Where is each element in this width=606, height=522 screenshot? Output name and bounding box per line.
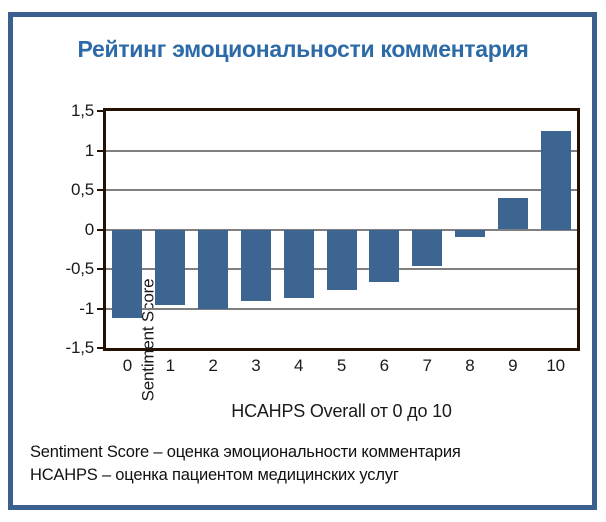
bar-category-2 <box>198 229 229 309</box>
gridline <box>106 149 577 152</box>
y-axis-tick <box>97 189 103 191</box>
x-tick-label: 4 <box>294 356 304 375</box>
bar-category-4 <box>283 229 314 299</box>
x-tick-label: 10 <box>546 356 565 375</box>
x-tick-label: 1 <box>165 356 175 375</box>
y-axis-tick <box>97 149 103 152</box>
panel-border-frame <box>8 12 597 510</box>
x-tick-label: 0 <box>122 356 133 375</box>
x-tick-label: 5 <box>336 356 347 375</box>
y-tick-label: -0,5 <box>65 259 95 278</box>
bar-category-3 <box>240 229 271 301</box>
y-tick-label: -1 <box>79 298 94 318</box>
bar-category-8 <box>454 229 485 238</box>
y-axis-tick <box>97 110 103 112</box>
x-tick-label: 7 <box>422 356 432 375</box>
gridline <box>106 307 577 310</box>
x-tick-label: 6 <box>379 356 389 375</box>
footnote-hcahps: HCAHPS – оценка пациентом медицинских ус… <box>30 465 399 484</box>
y-tick-label: 1 <box>84 140 94 160</box>
x-tick-label: 9 <box>508 356 518 375</box>
bar-category-1 <box>155 229 186 306</box>
x-tick-label: 2 <box>208 356 218 375</box>
y-tick-label: 1,5 <box>70 101 94 120</box>
chart-title: Рейтинг эмоциональности комментария <box>77 36 529 62</box>
footnotes: Sentiment Score – оценка эмоциональности… <box>30 441 590 486</box>
y-tick-label: -1,5 <box>65 338 95 357</box>
bar-category-5 <box>326 229 357 290</box>
bar-category-10 <box>540 130 571 230</box>
gridline <box>106 189 577 191</box>
x-tick-label: 3 <box>251 356 261 375</box>
y-axis-tick <box>97 228 103 231</box>
y-axis-tick <box>97 268 103 270</box>
y-axis-tick <box>97 347 103 349</box>
bar-category-9 <box>497 197 528 230</box>
x-axis-title: HCAHPS Overall от 0 до 10 <box>231 401 452 421</box>
y-tick-label: 0,5 <box>70 180 94 199</box>
bar-category-0 <box>112 229 143 318</box>
x-tick-label: 8 <box>465 356 475 375</box>
y-tick-label: 0 <box>84 219 94 239</box>
y-axis-tick <box>97 307 103 310</box>
bar-category-7 <box>412 229 443 266</box>
bar-category-6 <box>369 229 400 282</box>
footnote-sentiment-score: Sentiment Score – оценка эмоциональности… <box>30 443 461 461</box>
